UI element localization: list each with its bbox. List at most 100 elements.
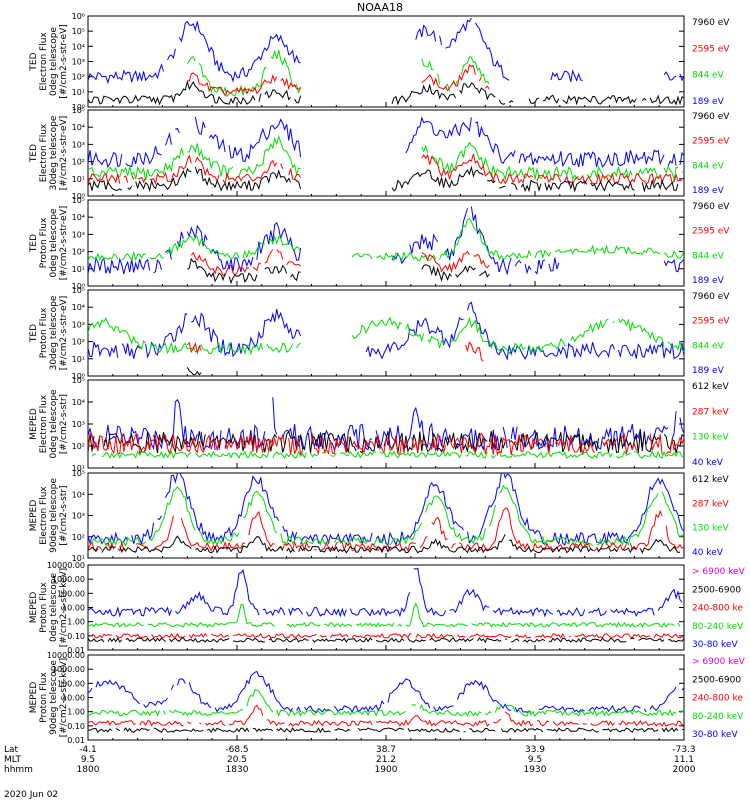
legend-entry: 844 eV <box>692 341 725 351</box>
y-tick-label: 100.00 <box>57 589 85 598</box>
y-axis-label: TED Electron Flux 0deg telescope [#/cm2-s-s… <box>29 24 69 99</box>
y-tick-label: 10⁰ <box>72 372 85 381</box>
y-label-line: TED <box>29 234 39 253</box>
y-tick-label: 10⁴ <box>72 490 85 499</box>
y-tick-label: 10¹ <box>72 464 85 473</box>
y-label-line: TED <box>29 52 39 71</box>
y-tick-label: 10¹ <box>72 554 85 563</box>
series-red <box>88 704 684 727</box>
legend-entry: 80-240 keV <box>692 712 744 722</box>
series-green <box>89 484 684 547</box>
legend-entry: 2595 eV <box>692 317 730 327</box>
y-axis-label: TED Electron Flux 30deg telescope [#/cm2-s-… <box>29 115 69 190</box>
y-tick-label: 10¹ <box>72 355 85 364</box>
series-group <box>88 17 684 106</box>
legend-entry: 287 keV <box>692 499 729 509</box>
y-tick-label: 10³ <box>72 512 85 521</box>
y-label-line: [#/cm2-s-str-eV] <box>59 116 69 191</box>
legend-entry: 40 keV <box>692 548 724 558</box>
panel-frame <box>87 289 685 377</box>
y-tick-label: 10⁵ <box>72 286 85 295</box>
y-tick-label: 10.00 <box>62 604 85 613</box>
y-tick-label: 10⁴ <box>72 213 85 222</box>
legend-entry: 240-800 ke <box>692 694 743 704</box>
y-label-line: 90deg telescope <box>49 478 59 553</box>
y-axis-label: TED Proton Flux 30deg telescope [#/cm2-s-st… <box>29 295 69 370</box>
y-label-line: 30deg telescope <box>49 295 59 370</box>
x-tick-mlt: 11.1 <box>674 755 694 765</box>
y-tick-label: 10³ <box>72 230 85 239</box>
x-tick-mlt: 20.5 <box>227 755 247 765</box>
y-tick-label: 10³ <box>72 420 85 429</box>
legend-entry: 844 eV <box>692 251 725 261</box>
legend-entry: 844 eV <box>692 161 725 171</box>
legend-entry: 80-240 keV <box>692 622 744 632</box>
y-label-line: 30deg telescope <box>49 115 59 190</box>
y-tick-label: 10⁵ <box>72 27 85 36</box>
legend-entry: 7960 eV <box>692 292 730 302</box>
x-row-label: hhmm <box>4 765 33 775</box>
legend: > 6900 keV 2500-6900 240-800 ke 80-240 keV 3… <box>692 567 746 650</box>
date-label: 2020 Jun 02 <box>4 790 58 800</box>
legend-entry: 2500-6900 <box>692 585 741 595</box>
series-group <box>88 116 684 191</box>
series-green <box>91 450 684 460</box>
y-tick-label: 10⁶ <box>72 12 85 21</box>
panel-7: 0.010.101.0010.00100.001000.0010000.00ME… <box>29 561 746 655</box>
y-label-line: [#/cm2-s-str-keV] <box>59 568 69 647</box>
x-tick-lat: -4.1 <box>79 745 97 755</box>
y-label-line: Proton Flux <box>39 582 49 633</box>
y-label-line: Electron Flux <box>39 32 49 91</box>
y-tick-label: 10.00 <box>62 694 85 703</box>
y-tick-label: 10³ <box>72 320 85 329</box>
legend-entry: 189 eV <box>692 97 725 107</box>
x-row-label: MLT <box>4 755 22 765</box>
y-label-line: TED <box>29 324 39 343</box>
series-green <box>88 689 684 717</box>
y-label-line: MEPED <box>29 682 39 714</box>
legend-entry: 130 keV <box>692 524 729 534</box>
series-green <box>88 134 684 182</box>
y-tick-label: 10⁴ <box>72 398 85 407</box>
legend-entry: 2595 eV <box>692 227 730 237</box>
x-tick-lat: -68.5 <box>225 745 248 755</box>
y-tick-label: 10⁵ <box>72 106 85 115</box>
legend: 612 keV 287 keV 130 keV 40 keV <box>692 382 729 468</box>
x-tick-hhmm: 1930 <box>524 765 547 775</box>
y-axis-label: MEPED Electron Flux 0deg telescope [#/cm2-s… <box>29 389 69 459</box>
legend-entry: 612 keV <box>692 475 729 485</box>
series-blue <box>88 567 683 618</box>
series-group <box>88 473 684 553</box>
series-black <box>88 727 684 734</box>
legend-entry: 7960 eV <box>692 112 730 122</box>
y-label-line: Proton Flux <box>39 672 49 723</box>
series-blue <box>88 473 684 547</box>
series-group <box>88 397 684 460</box>
series-blue <box>88 206 684 276</box>
legend-entry: 7960 eV <box>692 18 730 28</box>
x-tick-lat: -73.3 <box>672 745 695 755</box>
y-tick-label: 10¹ <box>72 265 85 274</box>
legend-entry: > 6900 keV <box>692 567 746 577</box>
x-tick-lat: 33.9 <box>525 745 545 755</box>
y-tick-label: 10² <box>72 248 85 257</box>
x-tick-hhmm: 1900 <box>375 765 398 775</box>
y-tick-label: 10⁰ <box>72 103 85 112</box>
y-tick-label: 10² <box>72 533 85 542</box>
y-tick-label: 10² <box>72 158 85 167</box>
x-tick-mlt: 21.2 <box>376 755 396 765</box>
x-tick-lat: 38.7 <box>376 745 396 755</box>
y-axis-label: MEPED Electron Flux 90deg telescope [#/cm2-… <box>29 478 69 553</box>
series-blue <box>88 670 684 714</box>
legend: 7960 eV 2595 eV 844 eV 189 eV <box>692 202 730 286</box>
y-label-line: 0deg telescope <box>49 389 59 459</box>
series-black <box>187 367 684 374</box>
y-label-line: [#/cm2-s-str-keV] <box>59 658 69 737</box>
y-tick-label: 1000.00 <box>52 665 85 674</box>
panel-frame <box>87 472 685 559</box>
